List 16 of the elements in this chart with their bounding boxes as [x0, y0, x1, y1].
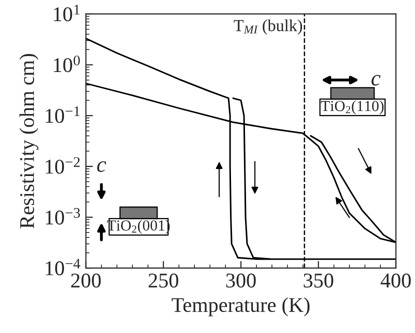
x-tick-label: 250 — [148, 274, 178, 288]
x-tick-label: 350 — [304, 274, 334, 288]
x-tick-label: 200 — [71, 274, 101, 288]
annotation: c — [97, 161, 106, 172]
y-tick-label: 10$^{−1}$ — [46, 106, 80, 123]
y-tick-label: 10$^{−2}$ — [46, 157, 80, 174]
y-axis-title: Resistivity (ohm cm) — [19, 54, 38, 228]
y-tick-label: 10$^{1}$ — [54, 4, 80, 22]
y-tick-label: 10$^{−3}$ — [46, 208, 80, 225]
annotation: c — [372, 74, 380, 86]
x-tick-label: 300 — [226, 274, 256, 288]
annotation: TiO$_{2}$(110) — [321, 100, 384, 114]
y-tick-label: 10$^{0}$ — [54, 56, 80, 72]
x-tick-label: 400 — [380, 274, 411, 288]
x-axis-title: Temperature (K) — [172, 297, 310, 316]
ref-line-label: T$_{MI}$ (bulk) — [234, 20, 302, 35]
